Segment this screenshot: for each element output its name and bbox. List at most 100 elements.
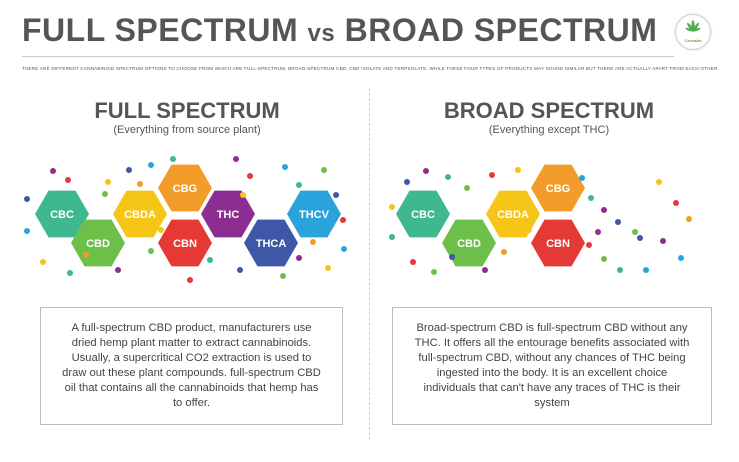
decorative-dot — [673, 200, 679, 206]
decorative-dot — [489, 172, 495, 178]
page-title: FULL SPECTRUM vs BROAD SPECTRUM — [22, 12, 657, 49]
decorative-dot — [464, 185, 470, 191]
decorative-dot — [158, 227, 164, 233]
section-divider — [369, 88, 370, 440]
decorative-dot — [333, 192, 339, 198]
full-hexagon-cbc — [35, 190, 89, 238]
decorative-dot — [24, 196, 30, 202]
full-hexagon-thc — [201, 190, 255, 238]
decorative-dot — [115, 267, 121, 273]
cannabis-leaf-icon — [685, 20, 701, 32]
title-main: FULL SPECTRUM — [22, 12, 299, 48]
decorative-dot — [579, 175, 585, 181]
broad-hexagon-label-cbda: CBDA — [497, 209, 529, 221]
decorative-dot — [296, 255, 302, 261]
decorative-dot — [207, 257, 213, 263]
decorative-dot — [404, 179, 410, 185]
decorative-dot — [515, 167, 521, 173]
broad-hexagon-label-cbn: CBN — [546, 238, 570, 250]
decorative-dot — [50, 168, 56, 174]
broad-hexagon-label-cbc: CBC — [411, 209, 435, 221]
decorative-dot — [321, 167, 327, 173]
decorative-dot — [423, 168, 429, 174]
decorative-dot — [449, 254, 455, 260]
full-spectrum-subtitle: (Everything from source plant) — [113, 124, 261, 136]
decorative-dot — [595, 229, 601, 235]
decorative-dot — [126, 167, 132, 173]
decorative-dot — [586, 242, 592, 248]
title-end: BROAD SPECTRUM — [344, 12, 658, 48]
title-rule — [22, 56, 674, 57]
decorative-dot — [656, 179, 662, 185]
full-hexagon-cbda — [113, 190, 167, 238]
decorative-dot — [67, 270, 73, 276]
decorative-dot — [240, 192, 246, 198]
broad-hexagon-cbg — [531, 164, 585, 212]
full-hexagon-label-cbda: CBDA — [124, 209, 156, 221]
broad-hexagon-cbc — [396, 190, 450, 238]
decorative-dot — [83, 252, 89, 258]
decorative-dot — [617, 267, 623, 273]
title-vs: vs — [307, 20, 336, 47]
full-hexagon-thcv — [287, 190, 341, 238]
full-spectrum-description: A full-spectrum CBD product, manufacture… — [62, 322, 321, 409]
broad-spectrum-title: BROAD SPECTRUM — [443, 98, 655, 123]
broad-hexagon-cbd — [442, 219, 496, 267]
full-spectrum-description-box: A full-spectrum CBD product, manufacture… — [40, 307, 343, 425]
broad-hexagon-cbn — [531, 219, 585, 267]
full-hexagon-cbg — [158, 164, 212, 212]
full-spectrum-title: FULL SPECTRUM — [94, 98, 280, 123]
decorative-dot — [678, 255, 684, 261]
decorative-dot — [148, 248, 154, 254]
full-hexagon-label-cbc: CBC — [50, 209, 74, 221]
logo-text: Cannabis — [684, 38, 702, 43]
decorative-dot — [601, 256, 607, 262]
full-hexagon-label-thca: THCA — [256, 238, 287, 250]
decorative-dot — [65, 177, 71, 183]
decorative-dot — [660, 238, 666, 244]
full-hexagon-label-cbn: CBN — [173, 238, 197, 250]
full-hexagon-label-thc: THC — [217, 209, 240, 221]
decorative-dot — [340, 217, 346, 223]
intro-text: THERE ARE DIFFERENT CANNABINOID SPECTRUM… — [22, 66, 719, 71]
decorative-dot — [187, 277, 193, 283]
decorative-dot — [482, 267, 488, 273]
full-hexagon-label-cbd: CBD — [86, 238, 110, 250]
decorative-dot — [137, 181, 143, 187]
decorative-dot — [526, 227, 532, 233]
decorative-dot — [637, 235, 643, 241]
full-hexagon-label-cbg: CBG — [173, 183, 197, 195]
decorative-dot — [325, 265, 331, 271]
broad-hexagon-label-cbg: CBG — [546, 183, 570, 195]
decorative-dot — [105, 179, 111, 185]
decorative-dot — [170, 156, 176, 162]
full-hexagon-thca — [244, 219, 298, 267]
decorative-dot — [588, 195, 594, 201]
decorative-dot — [341, 246, 347, 252]
broad-spectrum-description: Broad-spectrum CBD is full-spectrum CBD … — [414, 322, 690, 409]
decorative-dot — [282, 164, 288, 170]
decorative-dot — [40, 259, 46, 265]
decorative-dot — [24, 228, 30, 234]
decorative-dot — [233, 156, 239, 162]
decorative-dot — [389, 204, 395, 210]
broad-hexagon-label-cbd: CBD — [457, 238, 481, 250]
logo: Cannabis — [675, 14, 711, 50]
decorative-dot — [148, 162, 154, 168]
broad-spectrum-description-box: Broad-spectrum CBD is full-spectrum CBD … — [392, 307, 712, 425]
decorative-dot — [632, 229, 638, 235]
decorative-dot — [237, 267, 243, 273]
decorative-dot — [247, 173, 253, 179]
decorative-dot — [643, 267, 649, 273]
broad-hexagon-cbda — [486, 190, 540, 238]
full-hexagon-cbn — [158, 219, 212, 267]
decorative-dot — [615, 219, 621, 225]
decorative-dot — [431, 269, 437, 275]
decorative-dot — [410, 259, 416, 265]
decorative-dot — [310, 239, 316, 245]
decorative-dot — [601, 207, 607, 213]
decorative-dot — [686, 216, 692, 222]
decorative-dot — [296, 182, 302, 188]
broad-spectrum-subtitle: (Everything except THC) — [488, 124, 610, 136]
